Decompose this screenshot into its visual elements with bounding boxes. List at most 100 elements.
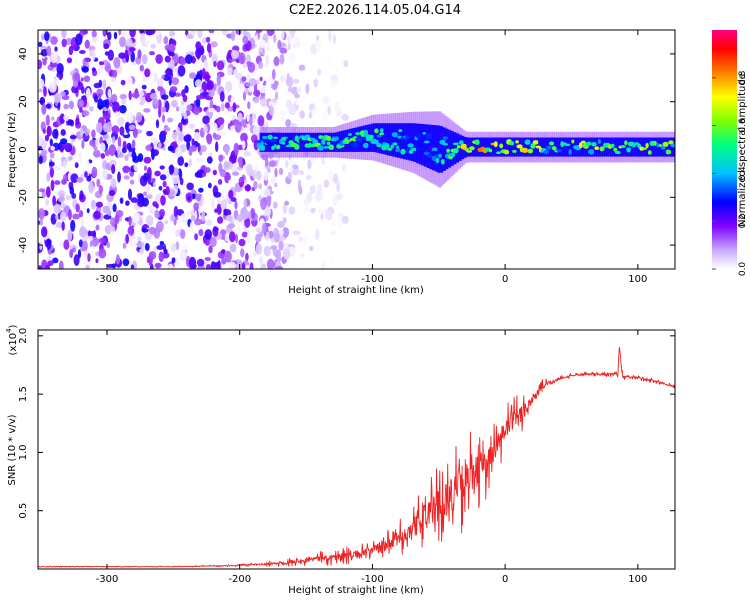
spectrogram-noise-blob [266, 41, 271, 53]
spectrogram-noise-blob [240, 248, 245, 258]
spectrogram-band-peak [415, 133, 422, 139]
spectrogram-noise-blob [189, 72, 197, 79]
spectrogram-noise-blob [104, 149, 110, 157]
spectrogram-noise-blob [306, 192, 313, 203]
spectrogram-noise-blob [38, 188, 46, 193]
spectrogram-noise-blob [220, 102, 225, 112]
spectrogram-noise-blob [263, 171, 269, 181]
spectrogram-band-peak [642, 147, 647, 150]
spectrogram-band-peak [469, 146, 475, 151]
spectrogram-noise-blob [228, 261, 236, 269]
spectrogram-noise-blob [102, 205, 110, 214]
spectrogram-noise-blob [341, 164, 347, 172]
spectrogram-noise-blob [187, 196, 191, 201]
spectrogram-noise-blob [115, 254, 120, 265]
spectrogram-noise-blob [186, 182, 194, 191]
spectrogram-noise-blob [324, 57, 332, 62]
spectrogram-noise-blob [315, 190, 323, 202]
spectrogram-band-peak [392, 142, 398, 146]
spectrogram-band-peak [588, 149, 595, 155]
spectrogram-noise-blob [229, 231, 236, 243]
spectrogram-noise-blob [273, 34, 277, 43]
snr-x-tick-label: -100 [361, 574, 384, 585]
spectrogram-noise-blob [107, 88, 112, 99]
spectrogram-band-peak [360, 134, 366, 137]
spectrogram-noise-blob [57, 189, 66, 199]
spectrogram-noise-blob [212, 169, 217, 176]
spectrogram-band-peak [626, 147, 631, 153]
spectrogram-band-peak [273, 136, 278, 139]
spectrogram-noise-blob [146, 256, 150, 264]
spectrogram-band-peak [448, 153, 453, 157]
spectrogram-band-core [612, 137, 616, 157]
spectrogram-noise-blob [100, 153, 106, 159]
spectrogram-noise-blob [88, 181, 94, 194]
spectrogram-noise-blob [255, 233, 262, 243]
spectrogram-noise-blob [175, 146, 182, 158]
spectrogram-noise-blob [120, 98, 127, 105]
spectrogram-noise-blob [219, 91, 225, 103]
spectrogram-noise-blob [125, 233, 129, 244]
spectrogram-noise-blob [199, 88, 204, 93]
spectrogram-noise-blob [150, 137, 157, 142]
spectrogram-noise-blob [215, 105, 221, 113]
spectrogram-noise-blob [57, 158, 62, 168]
spectrogram-band-peak [647, 150, 652, 155]
snr-x-tick-label: 0 [502, 574, 508, 585]
spectrogram-noise-blob [217, 117, 225, 125]
spectrogram-noise-blob [81, 66, 89, 73]
spectrogram-noise-blob [158, 107, 162, 118]
spectrogram-noise-blob [275, 265, 284, 269]
spectrogram-noise-blob [152, 182, 156, 188]
spectrogram-noise-blob [75, 117, 80, 126]
spectrogram-noise-blob [298, 64, 306, 71]
spectrogram-noise-blob [266, 195, 272, 208]
spectrogram-noise-blob [181, 244, 189, 250]
spectrogram-band-peak [571, 139, 575, 144]
spectrogram-noise-blob [54, 46, 58, 52]
spectrogram-noise-blob [41, 226, 48, 238]
spectrogram-noise-blob [162, 180, 167, 188]
spectrogram-noise-blob [82, 201, 87, 211]
spectrogram-noise-blob [267, 168, 271, 173]
spectrogram-noise-blob [119, 93, 128, 100]
colorbar-ticks: 0.0 0.2 0.4 0.6 0.8 [712, 70, 748, 276]
spectrogram-noise-blob [128, 215, 132, 227]
spectrogram-noise-blob [295, 99, 300, 106]
spectrogram-noise-blob [170, 243, 177, 252]
spectrogram-noise-blob [40, 149, 48, 156]
spectrogram-noise-blob [193, 107, 200, 116]
spectrogram-noise-blob [97, 98, 104, 110]
spectrogram-band-peak [395, 148, 400, 153]
spectrogram-noise-blob [264, 206, 272, 217]
spectrogram-noise-blob [111, 125, 120, 134]
spectrogram-noise-blob [76, 177, 84, 183]
spectrogram-band-core [262, 132, 266, 152]
spectrogram-noise-blob [85, 159, 90, 170]
spectrogram-noise-blob [161, 74, 165, 80]
spectrogram-noise-blob [52, 257, 59, 264]
spectrogram-band-peak [653, 140, 657, 146]
spectrogram-y-tick-label: -20 [18, 189, 29, 205]
spectrogram-band-core [333, 132, 337, 152]
spectrogram-band-core [506, 137, 510, 157]
spectrogram-noise-blob [136, 236, 142, 242]
spectrogram-noise-blob [270, 245, 278, 250]
spectrogram-noise-blob [112, 136, 116, 144]
spectrogram-noise-blob [96, 178, 101, 188]
spectrogram-noise-blob [61, 221, 65, 231]
spectrogram-noise-blob [206, 156, 213, 164]
snr-marks [38, 347, 675, 568]
spectrogram-noise-blob [45, 264, 50, 269]
spectrogram-band-peak [344, 138, 350, 144]
spectrogram-noise-blob [59, 147, 64, 153]
spectrogram-noise-blob [140, 30, 145, 34]
spectrogram-noise-blob [194, 218, 202, 226]
spectrogram-noise-blob [258, 48, 263, 53]
spectrogram-noise-blob [86, 208, 90, 214]
spectrogram-noise-blob [309, 185, 316, 194]
spectrogram-noise-blob [164, 55, 171, 63]
spectrogram-noise-blob [119, 104, 127, 114]
spectrogram-band-peak [384, 130, 390, 133]
spectrogram-noise-blob [310, 207, 316, 214]
